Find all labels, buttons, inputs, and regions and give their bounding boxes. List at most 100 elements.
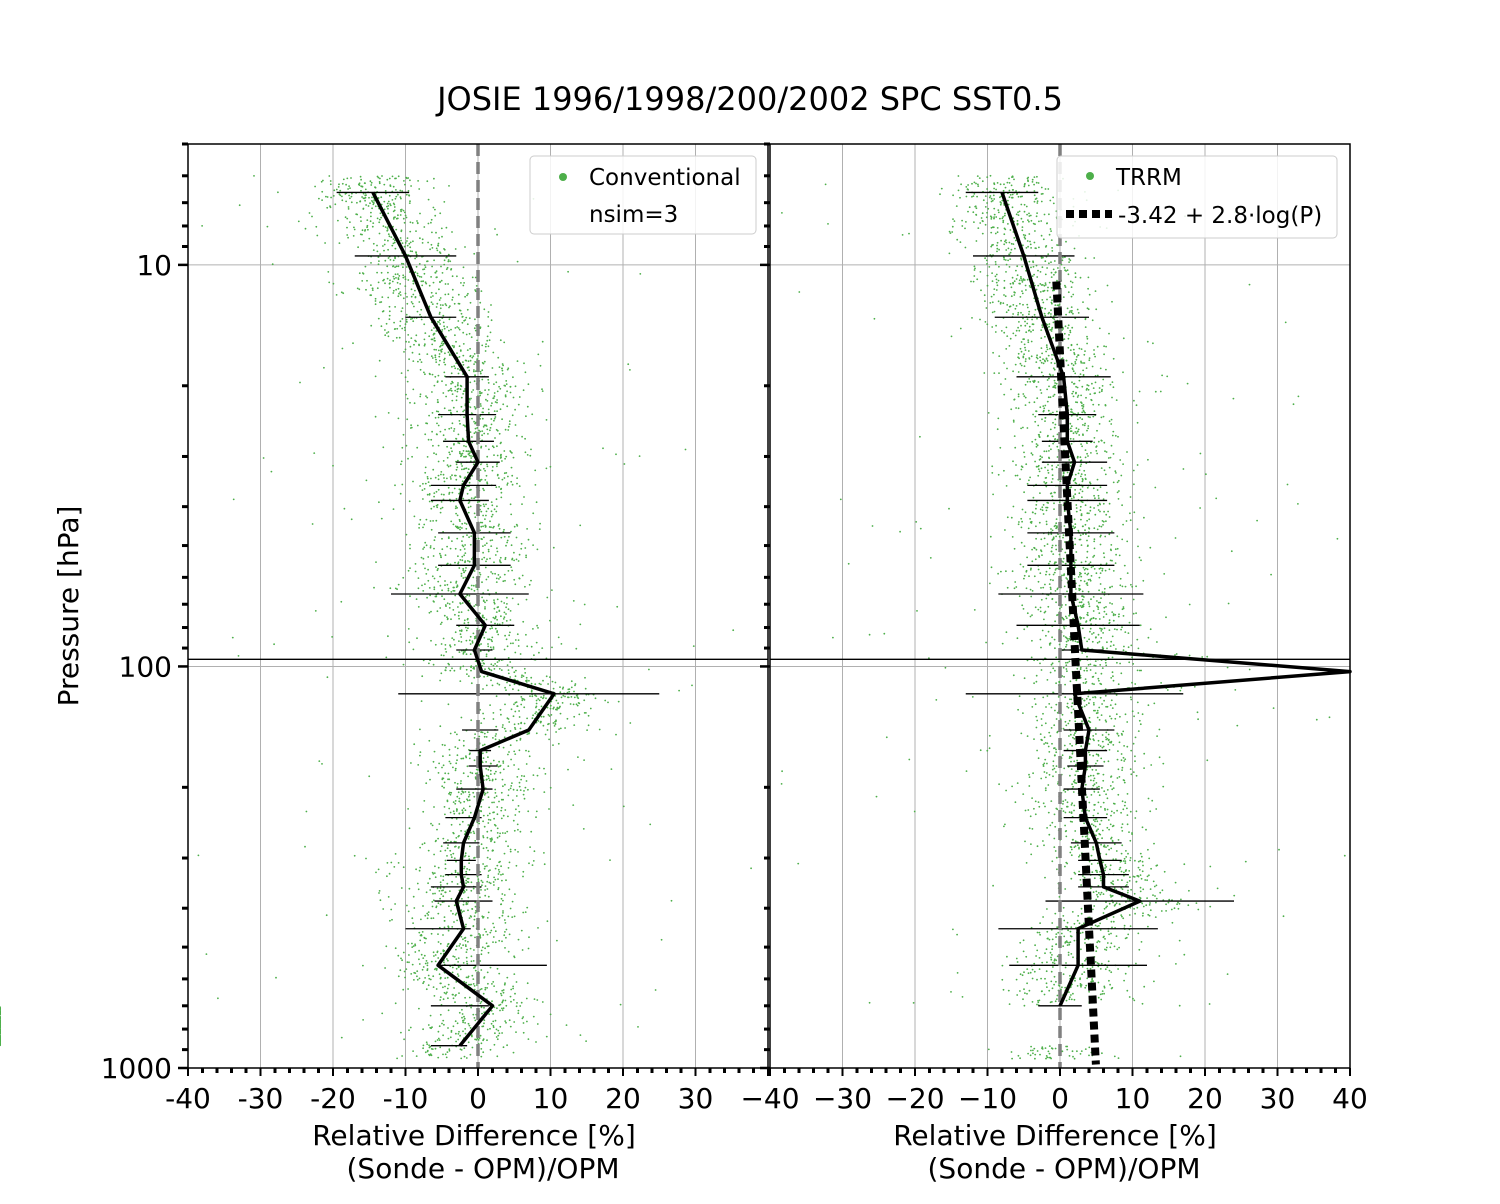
left-scatter-point xyxy=(457,872,459,874)
left-scatter-point xyxy=(474,353,476,355)
left-scatter-point xyxy=(391,245,393,247)
left-scatter-point xyxy=(474,1017,476,1019)
right-scatter-point xyxy=(1093,702,1095,704)
left-scatter-point xyxy=(750,867,752,869)
left-scatter-point xyxy=(536,999,538,1001)
left-scatter-point xyxy=(484,895,486,897)
left-scatter-point xyxy=(455,1033,457,1035)
right-scatter-point xyxy=(797,863,799,865)
right-scatter-point xyxy=(1104,908,1106,910)
left-scatter-point xyxy=(434,995,436,997)
right-scatter-point xyxy=(1041,353,1043,355)
left-scatter-point xyxy=(402,242,404,244)
left-scatter-point xyxy=(468,675,470,677)
left-scatter-point xyxy=(459,526,461,528)
right-scatter-point xyxy=(951,231,953,233)
left-scatter-point xyxy=(469,917,471,919)
left-scatter-point xyxy=(458,567,460,569)
left-scatter-point xyxy=(356,202,358,204)
right-scatter-point xyxy=(993,294,995,296)
left-scatter-point xyxy=(484,424,486,426)
left-scatter-point xyxy=(423,524,425,526)
left-scatter-point xyxy=(499,861,501,863)
left-scatter-point xyxy=(507,717,509,719)
left-scatter-point xyxy=(468,453,470,455)
left-scatter-point xyxy=(518,811,520,813)
right-scatter-point xyxy=(1093,487,1095,489)
left-scatter-point xyxy=(508,673,510,675)
right-scatter-point xyxy=(1097,896,1099,898)
right-scatter-point xyxy=(1074,980,1076,982)
left-scatter-point xyxy=(389,315,391,317)
right-scatter-point xyxy=(1125,713,1127,715)
left-scatter-point xyxy=(474,857,476,859)
left-scatter-point xyxy=(439,1047,441,1049)
right-scatter-point xyxy=(869,634,871,636)
left-scatter-point xyxy=(333,189,335,191)
left-scatter-point xyxy=(483,308,485,310)
left-scatter-point xyxy=(441,845,443,847)
left-scatter-point xyxy=(456,581,458,583)
left-scatter-point xyxy=(415,334,417,336)
left-scatter-point xyxy=(480,969,482,971)
left-scatter-point xyxy=(525,556,527,558)
right-scatter-point xyxy=(1004,213,1006,215)
left-scatter-point xyxy=(432,906,434,908)
left-scatter-point xyxy=(403,180,405,182)
right-scatter-point xyxy=(1160,682,1162,684)
left-scatter-point xyxy=(461,469,463,471)
left-scatter-point xyxy=(422,969,424,971)
left-scatter-point xyxy=(502,900,504,902)
left-scatter-point xyxy=(551,714,553,716)
left-scatter-point xyxy=(481,434,483,436)
left-scatter-point xyxy=(399,969,401,971)
left-scatter-point xyxy=(460,909,462,911)
left-scatter-point xyxy=(385,190,387,192)
left-scatter-point xyxy=(451,1030,453,1032)
left-scatter-point xyxy=(351,196,353,198)
right-scatter-point xyxy=(991,198,993,200)
left-scatter-point xyxy=(470,1054,472,1056)
right-scatter-point xyxy=(1092,404,1094,406)
left-scatter-point xyxy=(461,898,463,900)
right-scatter-point xyxy=(1065,799,1067,801)
left-scatter-point xyxy=(459,602,461,604)
left-scatter-point xyxy=(357,288,359,290)
right-scatter-point xyxy=(1032,275,1034,277)
left-scatter-point xyxy=(395,853,397,855)
left-scatter-point xyxy=(400,320,402,322)
left-scatter-point xyxy=(464,426,466,428)
left-scatter-point xyxy=(447,283,449,285)
left-scatter-point xyxy=(474,289,476,291)
left-scatter-point xyxy=(542,1001,544,1003)
left-scatter-point xyxy=(519,554,521,556)
left-scatter-point xyxy=(494,824,496,826)
left-scatter-point xyxy=(494,773,496,775)
left-scatter-point xyxy=(530,831,532,833)
left-scatter-point xyxy=(461,559,463,561)
left-scatter-point xyxy=(470,772,472,774)
left-scatter-point xyxy=(522,575,524,577)
left-scatter-point xyxy=(392,266,394,268)
left-scatter-point xyxy=(450,465,452,467)
left-scatter-point xyxy=(462,1013,464,1015)
left-scatter-point xyxy=(487,394,489,396)
left-scatter-point xyxy=(481,558,483,560)
right-scatter-point xyxy=(1089,717,1091,719)
left-scatter-point xyxy=(430,917,432,919)
left-scatter-point xyxy=(405,968,407,970)
left-scatter-point xyxy=(484,976,486,978)
right-scatter-point xyxy=(1066,668,1068,670)
right-scatter-point xyxy=(1018,196,1020,198)
left-scatter-point xyxy=(531,413,533,415)
left-scatter-point xyxy=(473,371,475,373)
left-scatter-point xyxy=(639,455,641,457)
left-scatter-point xyxy=(389,203,391,205)
left-scatter-point xyxy=(502,403,504,405)
left-scatter-point xyxy=(506,620,508,622)
right-scatter-point xyxy=(1025,289,1027,291)
left-scatter-point xyxy=(487,646,489,648)
left-scatter-point xyxy=(446,855,448,857)
left-scatter-point xyxy=(409,246,411,248)
